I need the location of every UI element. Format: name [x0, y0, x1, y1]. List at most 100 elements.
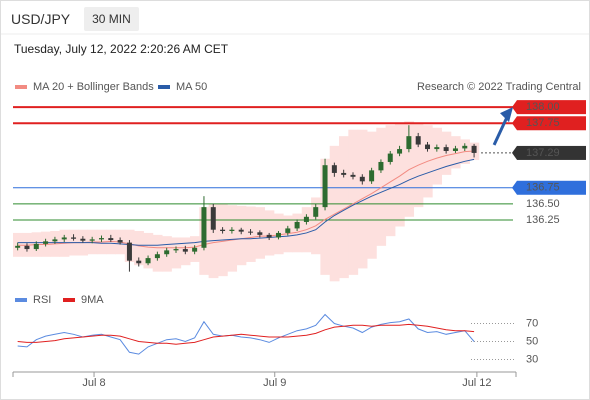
level-box-pointer	[512, 116, 517, 131]
level-label: 137.29	[526, 147, 560, 159]
bollinger-band	[320, 158, 331, 275]
indicator-line	[17, 323, 475, 345]
bollinger-band	[236, 205, 247, 266]
level-box-pointer	[512, 145, 517, 160]
candle-body	[406, 136, 412, 150]
bollinger-band	[366, 131, 377, 259]
legend-swatch	[158, 85, 170, 89]
candle-body	[369, 170, 375, 182]
level-label: 136.50	[526, 198, 560, 210]
bollinger-band	[385, 125, 396, 237]
level-label: 136.75	[526, 182, 560, 194]
legend-label: MA 50	[176, 81, 207, 93]
candle-body	[471, 145, 477, 153]
candle-body	[33, 243, 39, 250]
level-box	[517, 116, 586, 131]
candle-body	[359, 176, 365, 182]
candle-body	[164, 250, 170, 255]
level-box	[517, 145, 586, 160]
bollinger-band	[227, 205, 238, 272]
candle-body	[387, 153, 393, 162]
y-tick-label: 30	[526, 353, 538, 365]
candle-body	[71, 237, 77, 239]
candle-body	[248, 231, 254, 233]
candle-body	[220, 229, 226, 231]
candle-body	[80, 238, 86, 241]
header: USD/JPY 30 MIN	[5, 7, 139, 31]
candle-body	[192, 247, 198, 252]
candle-body	[154, 254, 160, 259]
candle-body	[145, 258, 151, 264]
legend-swatch	[15, 85, 27, 89]
x-tick-label: Jul 9	[263, 377, 286, 389]
candle-body	[136, 260, 142, 264]
level-label: 137.75	[526, 117, 560, 129]
bollinger-band	[134, 231, 144, 266]
bollinger-band	[394, 123, 405, 227]
legend-swatch	[63, 298, 75, 302]
candle-body	[15, 245, 21, 248]
bollinger-band	[376, 127, 387, 246]
bollinger-band	[348, 129, 359, 275]
x-tick-label: Jul 8	[82, 377, 105, 389]
candle-body	[61, 237, 67, 240]
moving-average	[17, 158, 475, 246]
level-label: 136.25	[526, 214, 560, 226]
candle-body	[24, 245, 30, 250]
candle-body	[350, 174, 356, 177]
candle-body	[229, 229, 235, 231]
candle-body	[425, 144, 431, 150]
candle-body	[43, 241, 49, 244]
candle-body	[434, 147, 440, 150]
y-tick-label: 50	[526, 335, 538, 347]
y-tick-label: 70	[526, 317, 538, 329]
candle-body	[266, 234, 272, 238]
candle-body	[210, 207, 216, 230]
indicator-line	[17, 313, 475, 355]
candle-body	[117, 240, 123, 243]
legend-label: MA 20 + Bollinger Bands	[33, 81, 154, 93]
bollinger-band	[432, 127, 442, 185]
candle-body	[98, 238, 104, 240]
candle-body	[285, 228, 291, 233]
level-label: 138.00	[526, 101, 560, 113]
candle-body	[452, 148, 458, 151]
moving-average	[17, 150, 475, 249]
interval-button[interactable]: 30 MIN	[84, 7, 139, 31]
candle-body	[257, 232, 263, 235]
candle-body	[275, 232, 281, 238]
candle-body	[397, 149, 403, 154]
timestamp: Tuesday, July 12, 2022 2:20:26 AM CET	[14, 42, 229, 56]
bollinger-band	[292, 213, 303, 253]
candle-body	[201, 207, 207, 248]
candle-body	[294, 221, 300, 229]
candle-body	[52, 239, 58, 242]
candle-body	[238, 229, 244, 232]
bollinger-band	[339, 136, 349, 279]
candle-body	[443, 147, 449, 151]
forecast-arrow-head	[500, 107, 513, 123]
candle-body	[182, 249, 188, 252]
level-box-pointer	[512, 100, 517, 115]
candle-body	[89, 239, 95, 241]
source-label: Research © 2022 Trading Central	[417, 81, 581, 93]
level-box	[517, 100, 586, 115]
legend-label: 9MA	[81, 294, 104, 306]
legend-swatch	[15, 298, 27, 302]
candle-body	[415, 136, 421, 145]
x-tick-label: Jul 12	[462, 377, 491, 389]
candle-body	[173, 249, 179, 251]
candle-body	[341, 172, 347, 175]
legend-label: RSI	[33, 294, 51, 306]
bollinger-band	[143, 232, 154, 269]
candle-body	[331, 165, 337, 173]
candle-body	[303, 216, 309, 222]
candle-body	[126, 242, 132, 261]
symbol: USD/JPY	[11, 11, 71, 27]
level-box	[517, 180, 586, 195]
candle-body	[313, 207, 319, 217]
candle-body	[462, 145, 468, 149]
candle-body	[322, 165, 328, 208]
candle-body	[378, 161, 384, 171]
